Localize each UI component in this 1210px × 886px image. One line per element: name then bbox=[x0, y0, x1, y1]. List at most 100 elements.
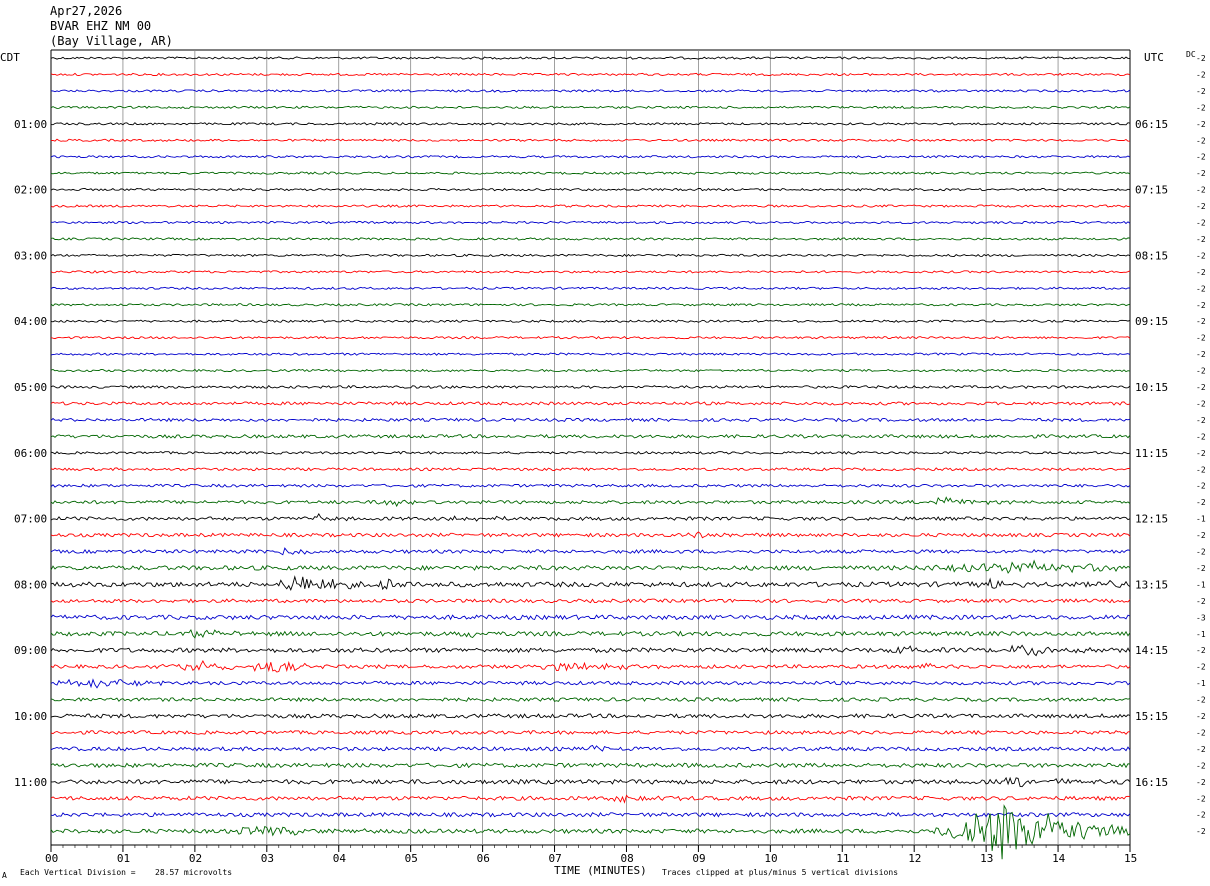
seismic-traces bbox=[50, 56, 1131, 860]
trace-row-44 bbox=[51, 776, 1131, 788]
dc-offset-label: -2 bbox=[1196, 186, 1206, 195]
axis-labels: 00 01 02 03 04 05 06 07 08 09 10 11 12 13 14 15 -2 -2 -2 -2… bbox=[14, 54, 1206, 865]
x-tick-label: 05 bbox=[405, 852, 418, 865]
trace-row-26 bbox=[50, 483, 1131, 488]
right-hour-label: 13:15 bbox=[1135, 578, 1168, 591]
trace-row-9 bbox=[50, 204, 1130, 208]
trace-row-24 bbox=[50, 450, 1131, 455]
trace-row-35 bbox=[50, 629, 1131, 639]
trace-row-7 bbox=[50, 171, 1131, 175]
dc-offset-label: -2 bbox=[1196, 136, 1206, 145]
trace-row-43 bbox=[50, 762, 1131, 769]
dc-offset-label: -2 bbox=[1196, 103, 1206, 112]
header-location: (Bay Village, AR) bbox=[50, 34, 173, 48]
left-timezone-label: CDT bbox=[0, 51, 20, 64]
trace-row-34 bbox=[50, 614, 1131, 621]
scale-label: Each Vertical Division = bbox=[20, 868, 136, 877]
dc-offset-label: -2 bbox=[1196, 761, 1206, 770]
left-hour-label: 07:00 bbox=[14, 513, 47, 526]
trace-row-19 bbox=[50, 368, 1131, 373]
trace-row-40 bbox=[50, 713, 1131, 719]
dc-offset-label: -2 bbox=[1196, 251, 1206, 260]
dc-offset-label: -2 bbox=[1196, 482, 1206, 491]
header-date: Apr27,2026 bbox=[50, 4, 123, 18]
trace-row-23 bbox=[50, 433, 1131, 439]
dc-offset-label: -2 bbox=[1196, 778, 1206, 787]
clip-note: Traces clipped at plus/minus 5 vertical … bbox=[662, 868, 898, 877]
x-tick-label: 15 bbox=[1124, 852, 1137, 865]
right-hour-label: 15:15 bbox=[1135, 710, 1168, 723]
left-hour-label: 03:00 bbox=[14, 249, 47, 262]
left-hour-label: 04:00 bbox=[14, 315, 47, 328]
trace-row-42 bbox=[50, 744, 1131, 752]
trace-row-0 bbox=[50, 56, 1131, 60]
trace-row-1 bbox=[50, 72, 1131, 77]
dc-offset-label: -2 bbox=[1196, 120, 1206, 129]
trace-row-46 bbox=[50, 811, 1131, 818]
dc-offset-label: -2 bbox=[1196, 383, 1206, 392]
dc-offset-label: -2 bbox=[1196, 153, 1206, 162]
trace-row-21 bbox=[50, 401, 1131, 406]
right-hour-label: 08:15 bbox=[1135, 249, 1168, 262]
dc-offset-label: -2 bbox=[1196, 646, 1206, 655]
corner-mark: A bbox=[2, 871, 7, 880]
dc-offset-label: -1 bbox=[1196, 630, 1206, 639]
x-axis-title: TIME (MINUTES) bbox=[554, 864, 647, 877]
trace-row-22 bbox=[50, 417, 1131, 423]
x-tick-label: 07 bbox=[549, 852, 562, 865]
trace-row-12 bbox=[50, 253, 1131, 258]
trace-row-47 bbox=[50, 804, 1131, 860]
dc-offset-label: -2 bbox=[1196, 301, 1206, 310]
header-station: BVAR EHZ NM 00 bbox=[50, 19, 152, 33]
dc-offset-label: -2 bbox=[1196, 745, 1206, 754]
x-tick-label: 01 bbox=[117, 852, 130, 865]
trace-row-3 bbox=[50, 105, 1131, 109]
x-tick-label: 06 bbox=[477, 852, 490, 865]
trace-row-8 bbox=[50, 187, 1131, 192]
x-tick-label: 09 bbox=[692, 852, 705, 865]
dc-offset-label: -2 bbox=[1196, 696, 1206, 705]
trace-row-25 bbox=[50, 467, 1131, 472]
left-hour-label: 08:00 bbox=[14, 578, 47, 591]
dc-offset-label: -2 bbox=[1196, 169, 1206, 178]
dc-offset-label: -2 bbox=[1196, 811, 1206, 820]
left-hour-label: 06:00 bbox=[14, 447, 47, 460]
trace-row-10 bbox=[50, 220, 1131, 225]
dc-offset-label: -2 bbox=[1196, 465, 1206, 474]
dc-offset-label: -2 bbox=[1196, 202, 1206, 211]
trace-row-27 bbox=[50, 496, 1131, 508]
right-timezone-label: UTC bbox=[1144, 51, 1164, 64]
trace-row-15 bbox=[50, 303, 1131, 307]
dc-offset-label: -2 bbox=[1196, 399, 1206, 408]
right-hour-label: 07:15 bbox=[1135, 184, 1168, 197]
right-hour-label: 12:15 bbox=[1135, 513, 1168, 526]
dc-offset-label: -2 bbox=[1196, 712, 1206, 721]
dc-offset-label: -2 bbox=[1196, 663, 1206, 672]
trace-row-5 bbox=[50, 138, 1131, 142]
x-tick-label: 10 bbox=[764, 852, 777, 865]
dc-offset-label: -2 bbox=[1196, 367, 1206, 376]
dc-offset-label: -2 bbox=[1196, 219, 1206, 228]
dc-offset-label: -2 bbox=[1196, 70, 1206, 79]
right-hour-label: 06:15 bbox=[1135, 118, 1168, 131]
left-hour-label: 01:00 bbox=[14, 118, 47, 131]
x-tick-label: 11 bbox=[836, 852, 849, 865]
dc-offset-label: -2 bbox=[1196, 597, 1206, 606]
trace-row-38 bbox=[50, 678, 1131, 689]
trace-row-37 bbox=[50, 660, 1131, 673]
dc-offset-label: -2 bbox=[1196, 548, 1206, 557]
dc-offset-label: -1 bbox=[1196, 515, 1206, 524]
dc-offset-label: -2 bbox=[1196, 794, 1206, 803]
trace-row-18 bbox=[50, 352, 1131, 356]
grid-lines bbox=[50, 49, 1131, 852]
trace-row-6 bbox=[50, 155, 1131, 159]
trace-row-28 bbox=[50, 513, 1131, 522]
left-hour-label: 11:00 bbox=[14, 776, 47, 789]
trace-row-4 bbox=[50, 122, 1131, 126]
right-hour-label: 11:15 bbox=[1135, 447, 1168, 460]
dc-offset-label: -3 bbox=[1196, 613, 1206, 622]
dc-offset-label: -2 bbox=[1196, 268, 1206, 277]
dc-offset-label: -2 bbox=[1196, 317, 1206, 326]
x-tick-label: 13 bbox=[980, 852, 993, 865]
x-tick-label: 12 bbox=[908, 852, 921, 865]
